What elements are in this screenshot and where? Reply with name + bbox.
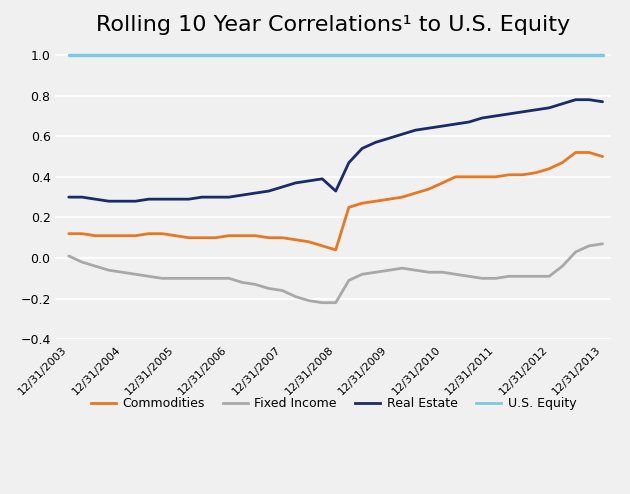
Legend: Commodities, Fixed Income, Real Estate, U.S. Equity: Commodities, Fixed Income, Real Estate, … [86, 392, 581, 415]
Title: Rolling 10 Year Correlations¹ to U.S. Equity: Rolling 10 Year Correlations¹ to U.S. Eq… [96, 15, 570, 35]
